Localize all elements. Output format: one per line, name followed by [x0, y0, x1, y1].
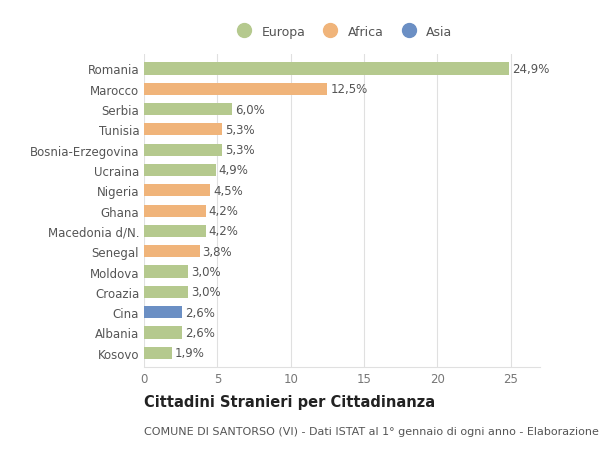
- Text: 4,9%: 4,9%: [219, 164, 248, 177]
- Text: 6,0%: 6,0%: [235, 103, 265, 116]
- Bar: [144, 144, 222, 157]
- Text: 5,3%: 5,3%: [224, 123, 254, 137]
- Bar: [144, 347, 172, 359]
- Bar: [144, 185, 210, 197]
- Bar: [144, 266, 188, 278]
- Text: 4,2%: 4,2%: [209, 205, 238, 218]
- Text: 3,0%: 3,0%: [191, 285, 221, 299]
- Text: 4,5%: 4,5%: [213, 185, 242, 197]
- Text: 3,8%: 3,8%: [203, 245, 232, 258]
- Text: 12,5%: 12,5%: [330, 83, 368, 96]
- Bar: [144, 124, 222, 136]
- Bar: [144, 246, 200, 258]
- Legend: Europa, Africa, Asia: Europa, Africa, Asia: [227, 21, 458, 44]
- Text: 5,3%: 5,3%: [224, 144, 254, 157]
- Bar: [144, 307, 182, 319]
- Text: 2,6%: 2,6%: [185, 326, 215, 339]
- Bar: [144, 286, 188, 298]
- Text: 24,9%: 24,9%: [512, 63, 550, 76]
- Bar: [144, 63, 509, 75]
- Bar: [144, 84, 328, 95]
- Text: COMUNE DI SANTORSO (VI) - Dati ISTAT al 1° gennaio di ogni anno - Elaborazione T: COMUNE DI SANTORSO (VI) - Dati ISTAT al …: [144, 426, 600, 436]
- Bar: [144, 205, 206, 217]
- Bar: [144, 164, 216, 177]
- Bar: [144, 327, 182, 339]
- Text: 4,2%: 4,2%: [209, 225, 238, 238]
- Text: 3,0%: 3,0%: [191, 265, 221, 279]
- Text: Cittadini Stranieri per Cittadinanza: Cittadini Stranieri per Cittadinanza: [144, 394, 435, 409]
- Text: 1,9%: 1,9%: [175, 347, 205, 359]
- Bar: [144, 225, 206, 237]
- Text: 2,6%: 2,6%: [185, 306, 215, 319]
- Bar: [144, 104, 232, 116]
